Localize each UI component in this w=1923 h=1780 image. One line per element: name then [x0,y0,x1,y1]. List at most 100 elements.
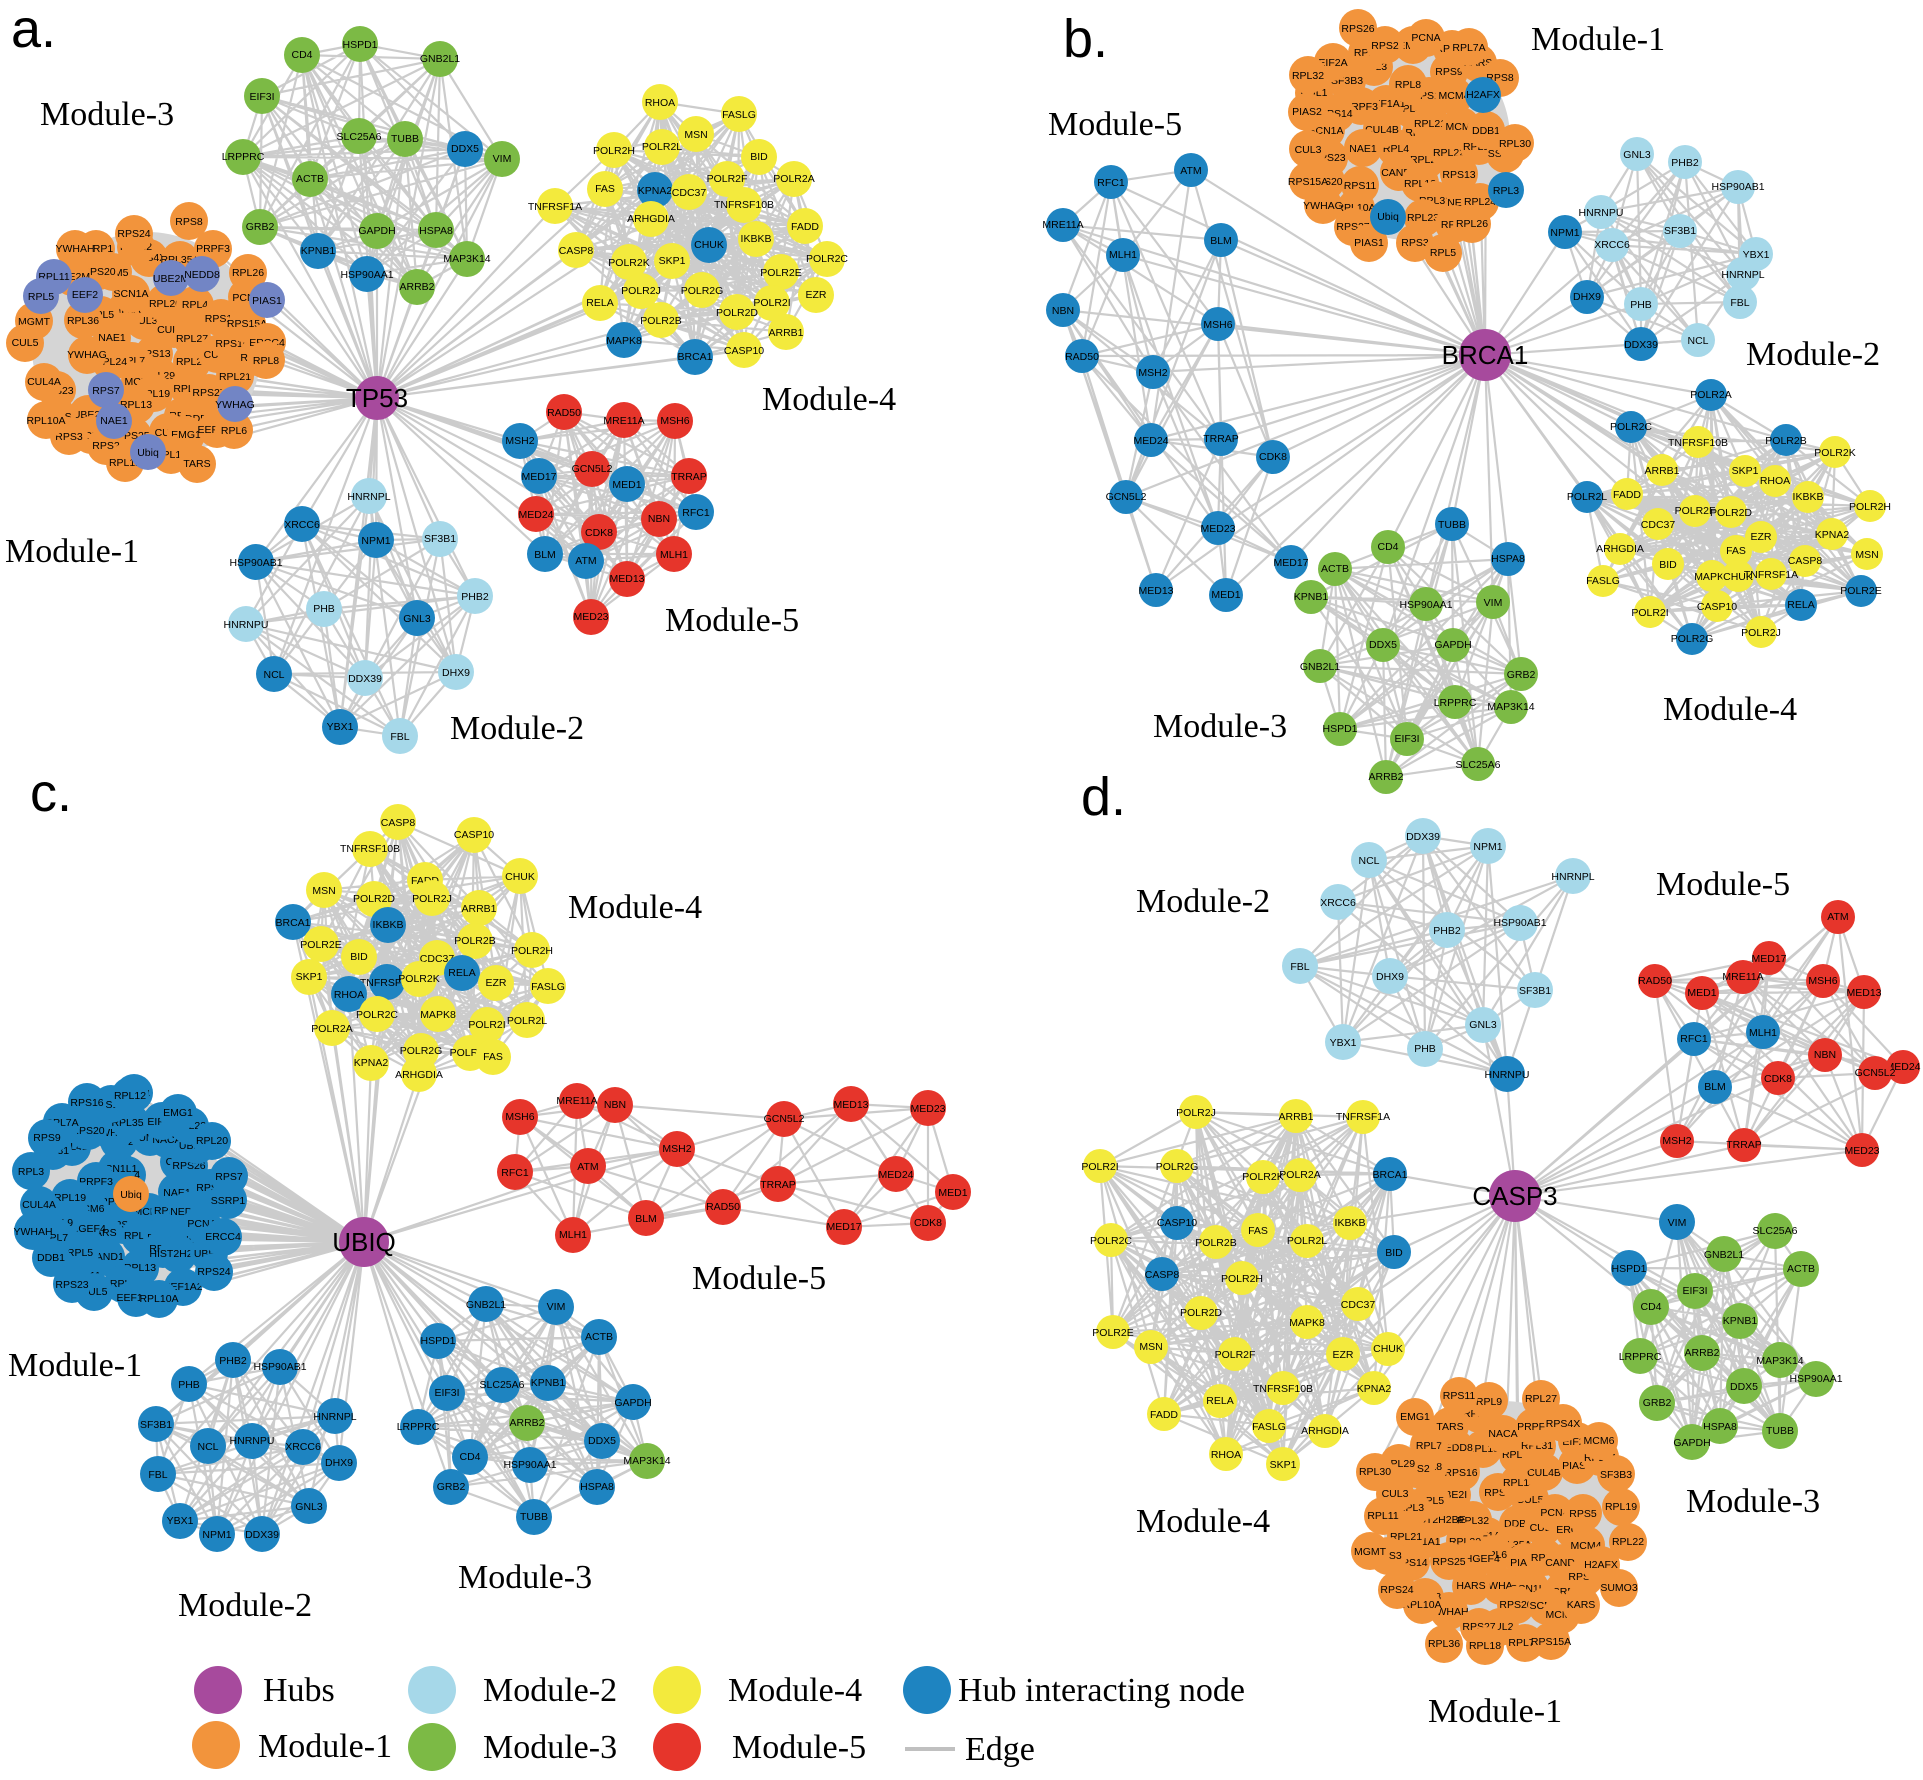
svg-text:POLR2D: POLR2D [353,893,395,905]
svg-text:CASP10: CASP10 [1157,1217,1197,1229]
svg-text:SF3B1: SF3B1 [1664,225,1696,237]
svg-text:RPS15A: RPS15A [1531,1636,1571,1648]
svg-text:TUBB: TUBB [1438,519,1466,531]
svg-text:MED13: MED13 [1846,987,1881,999]
svg-text:MED13: MED13 [833,1099,868,1111]
svg-text:RPL5: RPL5 [67,1247,93,1259]
svg-text:EMG1: EMG1 [163,1107,193,1119]
svg-text:POLR2H: POLR2H [511,945,553,957]
svg-text:NBN: NBN [1052,305,1074,317]
svg-text:FASLG: FASLG [1252,1421,1286,1433]
svg-text:DDX39: DDX39 [1406,831,1440,843]
svg-text:TRRAP: TRRAP [671,471,707,483]
svg-text:ATM: ATM [575,555,596,567]
svg-text:POLR2E: POLR2E [300,939,341,951]
svg-text:RPS24: RPS24 [197,1266,230,1278]
svg-text:MSN: MSN [312,885,335,897]
svg-text:TNFRSF10B: TNFRSF10B [1668,437,1728,449]
svg-text:RPL6: RPL6 [221,425,247,437]
svg-text:Module-3: Module-3 [1686,1483,1820,1520]
svg-text:Module-4: Module-4 [762,381,896,418]
svg-text:RAD50: RAD50 [1065,351,1099,363]
svg-text:UBE2M: UBE2M [153,273,189,285]
svg-text:RPL3: RPL3 [1493,185,1519,197]
svg-text:XRCC6: XRCC6 [284,519,320,531]
svg-text:FADD: FADD [791,221,819,233]
svg-text:RPL20: RPL20 [149,298,181,310]
svg-text:GAPDH: GAPDH [1673,1437,1710,1449]
svg-text:PIAS2: PIAS2 [1292,106,1322,118]
svg-text:POLR2A: POLR2A [1690,389,1731,401]
svg-text:TARS: TARS [1436,1421,1463,1433]
svg-text:POLR2A: POLR2A [773,173,814,185]
svg-text:POLR2G: POLR2G [400,1045,443,1057]
svg-text:GCN5L2: GCN5L2 [1855,1067,1896,1079]
svg-text:VIM: VIM [1668,1217,1687,1229]
svg-text:POLR2A: POLR2A [311,1023,352,1035]
svg-text:PHB: PHB [1630,299,1652,311]
svg-text:ATM: ATM [1180,165,1201,177]
svg-text:MRE11A: MRE11A [556,1095,597,1107]
svg-text:GNB2L1: GNB2L1 [466,1299,506,1311]
svg-text:GCN5L2: GCN5L2 [1106,491,1147,503]
svg-text:MSN: MSN [684,129,707,141]
svg-text:MSH6: MSH6 [1203,319,1232,331]
svg-text:POLR2F: POLR2F [1215,1349,1256,1361]
svg-text:SF3B1: SF3B1 [140,1419,172,1431]
svg-text:MED24: MED24 [1133,435,1168,447]
svg-text:POLR2G: POLR2G [681,285,724,297]
svg-text:RPS25: RPS25 [1432,1556,1465,1568]
svg-text:XRCC6: XRCC6 [285,1441,321,1453]
svg-text:NAE1: NAE1 [100,415,128,427]
svg-text:YWHAH: YWHAH [55,243,94,255]
svg-text:POLR2K: POLR2K [1242,1171,1283,1183]
svg-text:Module-4: Module-4 [728,1672,862,1709]
svg-text:PRPF3: PRPF3 [79,1176,113,1188]
svg-text:CHUK: CHUK [694,239,724,251]
svg-text:EZR: EZR [1333,1349,1354,1361]
svg-text:ATM: ATM [1827,911,1848,923]
svg-text:Module-3: Module-3 [483,1729,617,1766]
svg-text:HSP90AA1: HSP90AA1 [503,1459,556,1471]
svg-text:MED23: MED23 [573,611,608,623]
svg-text:CDC37: CDC37 [1641,519,1676,531]
svg-text:RPL36: RPL36 [67,315,99,327]
svg-text:Module-5: Module-5 [692,1260,826,1297]
svg-text:ACTB: ACTB [1787,1263,1815,1275]
svg-text:VIM: VIM [493,153,512,165]
svg-text:RPL26: RPL26 [232,267,264,279]
svg-text:HSPD1: HSPD1 [420,1335,455,1347]
svg-text:Module-2: Module-2 [1746,336,1880,373]
svg-text:CHUK: CHUK [1723,571,1753,583]
svg-text:RPS9: RPS9 [1435,66,1463,78]
svg-text:SKP1: SKP1 [1270,1459,1297,1471]
svg-text:CASP10: CASP10 [1697,601,1737,613]
svg-text:POLR2K: POLR2K [398,973,439,985]
svg-text:TNFRSF10B: TNFRSF10B [340,843,400,855]
svg-text:MRE11A: MRE11A [1722,971,1763,983]
svg-text:HSP90AB1: HSP90AB1 [1711,181,1764,193]
svg-text:VIM: VIM [547,1301,566,1313]
svg-text:EZR: EZR [1751,531,1772,543]
svg-text:MSH2: MSH2 [662,1143,691,1155]
svg-text:KPNB1: KPNB1 [1723,1315,1758,1327]
svg-text:RPS16: RPS16 [70,1097,103,1109]
svg-text:POLR2C: POLR2C [1610,421,1652,433]
svg-text:ARRB2: ARRB2 [1368,771,1403,783]
svg-text:KPNB1: KPNB1 [1294,591,1329,603]
svg-text:YBX1: YBX1 [167,1515,194,1527]
svg-text:RPL27: RPL27 [176,333,208,345]
svg-text:RPS16: RPS16 [1444,1467,1477,1479]
svg-text:RELA: RELA [586,297,613,309]
svg-text:POLR2G: POLR2G [1671,633,1714,645]
svg-text:NACA: NACA [1488,1428,1517,1440]
svg-text:CUL5: CUL5 [12,337,39,349]
svg-text:ARRB1: ARRB1 [1278,1111,1313,1123]
svg-text:MED23: MED23 [910,1103,945,1115]
svg-text:CUL3: CUL3 [1382,1488,1409,1500]
svg-text:Module-4: Module-4 [568,889,702,926]
svg-text:POLR2D: POLR2D [716,307,758,319]
svg-text:RPL32: RPL32 [1292,70,1324,82]
svg-text:LRPPRC: LRPPRC [1434,697,1477,709]
svg-text:MAPK8: MAPK8 [1694,571,1730,583]
